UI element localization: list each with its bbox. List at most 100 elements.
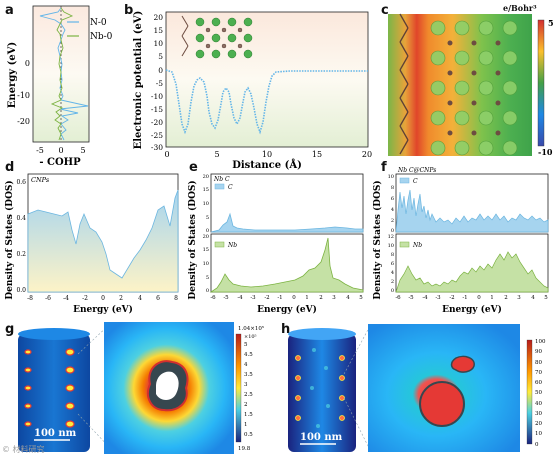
g-cbar-tick-4: 3: [244, 382, 248, 388]
e-xlabel: Energy (eV): [257, 304, 317, 315]
g-colorbar: [235, 333, 242, 443]
c-unit-label: e/Bohr³: [503, 3, 537, 13]
a-xtick-2: 5: [80, 146, 85, 155]
a-xtick-0: -5: [36, 146, 44, 155]
h-cbar-tick-2: 80: [535, 360, 542, 366]
a-curve-nb0: [50, 7, 74, 141]
b-xtick-3: 15: [312, 150, 322, 159]
e-ytick-top-4: 20: [203, 174, 209, 180]
e-ytick-bottom-2: 10: [203, 261, 209, 267]
b-ytick-3: 5: [158, 52, 163, 61]
watermark: © 材料研究: [2, 444, 45, 454]
h-cbar-tick-7: 30: [535, 411, 542, 417]
e-xtick-3: -3: [250, 295, 256, 301]
h-particle-small: [450, 355, 475, 373]
f-xlabel: Energy (eV): [442, 304, 502, 315]
h-cylinder: [288, 328, 356, 452]
f-xtick-10: 4: [531, 295, 535, 301]
f-ytick-top-0: 0: [391, 228, 394, 234]
g-cbar-tick-8: 1: [244, 422, 248, 428]
h-cbar-tick-6: 40: [535, 401, 542, 407]
b-potential-curve: [165, 69, 368, 135]
e-xtick-10: 4: [346, 295, 350, 301]
b-ytick-8: -20: [151, 118, 163, 127]
g-cbar-top: 1.04×10⁵: [238, 325, 264, 332]
g-cbar-tick-1: 4.5: [244, 352, 253, 358]
b-xtick-4: 20: [362, 150, 372, 159]
f-dos-nb: [395, 251, 549, 293]
f-legend-c: C: [413, 178, 418, 185]
h-connector-bottom: [343, 397, 371, 451]
a-ytick-0: 0: [25, 59, 30, 68]
f-xtick-8: 2: [504, 295, 508, 301]
e-dos-nb: [209, 237, 364, 293]
d-xtick-4: 0: [101, 295, 105, 302]
h-colorbar: [526, 339, 533, 445]
f-ytick-top-5: 10: [388, 174, 394, 180]
e-top-frame: [210, 173, 364, 233]
g-cbar-tick-9: 0.5: [244, 432, 253, 438]
panel-c-charge-map: 5 -10: [388, 13, 554, 157]
f-xtick-5: -1: [462, 295, 467, 301]
g-cbar-tick-2: 4: [244, 362, 248, 368]
f-ytick-bottom-3: 6: [391, 261, 394, 267]
h-cbar-tick-10: 0: [535, 442, 539, 448]
d-xtick-0: -8: [27, 295, 33, 302]
e-xtick-11: 5: [359, 295, 363, 301]
e-xtick-4: -2: [264, 295, 269, 301]
f-xtick-1: -5: [408, 295, 414, 301]
b-ytick-2: 10: [153, 39, 163, 48]
panel-label-b: b: [124, 3, 134, 18]
f-dos-c: [395, 189, 549, 233]
e-xtick-0: -6: [210, 295, 216, 301]
panel-label-g: g: [5, 322, 15, 337]
panel-a-plot: Energy (eV) N-0 Nb-0 0 -10 -20 -5 0 5 - …: [7, 5, 113, 168]
g-cbar-tick-0: 5: [244, 342, 248, 348]
f-ytick-bottom-6: 12: [388, 234, 394, 240]
f-sublabel: Nb C@CNPs: [397, 167, 436, 174]
b-ytick-1: 15: [153, 26, 163, 35]
e-ytick-top-3: 15: [203, 187, 209, 193]
f-xtick-2: -4: [422, 295, 428, 301]
a-xtick-1: 0: [58, 146, 63, 155]
d-xlabel: Energy (eV): [73, 304, 133, 315]
f-ytick-top-1: 2: [391, 218, 394, 224]
c-colorbar: [537, 19, 545, 147]
g-cbar-tick-5: 2.5: [244, 392, 253, 398]
panel-g-simulation: 100 nm 1.04×10⁵ ×10⁵ 5 4.5 4 3.5 3 2.5 2…: [2, 322, 264, 454]
f-ytick-top-4: 8: [391, 185, 394, 191]
d-dos-area: [27, 189, 179, 293]
b-xlabel: Distance (Å): [232, 159, 302, 171]
e-xtick-6: 0: [292, 295, 296, 301]
a-legend-nb0: Nb-0: [90, 32, 113, 42]
e-legend-nb: Nb: [227, 242, 237, 249]
panel-d-plot: Density of States (DOS) CNPs -8 -6 -4 -2…: [4, 173, 179, 315]
c-cbar-max: 5: [548, 18, 554, 28]
panel-h-simulation: 100 nm 100 90 80 70 60 50 40 30 20 10 0: [288, 324, 546, 452]
h-cbar-tick-9: 10: [535, 431, 542, 437]
h-cbar-tick-0: 100: [535, 339, 546, 345]
e-legend-c: C: [228, 184, 233, 191]
f-legend-nb: Nb: [412, 242, 422, 249]
d-xtick-8: 8: [174, 295, 178, 302]
a-curve-n0: [39, 7, 89, 141]
e-ytick-bottom-0: 0: [206, 288, 209, 294]
d-xtick-5: 2: [119, 295, 123, 302]
c-cbar-min: -10: [538, 147, 553, 157]
e-xtick-9: 3: [332, 295, 336, 301]
a-xlabel: - COHP: [39, 157, 81, 168]
b-ytick-6: -10: [151, 92, 163, 101]
panel-e-plot: Density of States (DOS) Nb C C Nb -6 -5 …: [187, 173, 364, 315]
f-ytick-bottom-2: 4: [391, 270, 394, 276]
a-ytick-2: -20: [17, 117, 30, 126]
e-legend-c-swatch: [214, 183, 225, 190]
e-xtick-8: 2: [319, 295, 323, 301]
b-ytick-10: -30: [151, 143, 163, 152]
e-ytick-bottom-1: 5: [206, 275, 209, 281]
e-xtick-1: -5: [223, 295, 229, 301]
g-cylinder: [18, 328, 90, 452]
f-xtick-7: 1: [490, 295, 494, 301]
b-ytick-9: -25: [151, 131, 163, 140]
e-ytick-bottom-4: 20: [203, 234, 209, 240]
panel-label-c: c: [381, 3, 389, 18]
